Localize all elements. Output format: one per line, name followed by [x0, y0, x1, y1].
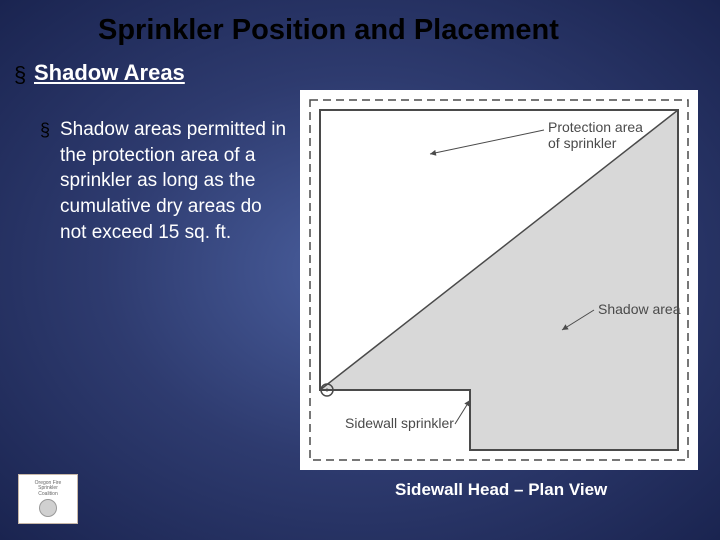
diagram-plan-view: Protection areaof sprinkler Shadow area Si… — [300, 90, 698, 470]
body-bullet-glyph: § — [40, 120, 50, 141]
logo-icon — [39, 499, 57, 517]
body-text: Shadow areas permitted in the protection… — [60, 117, 290, 245]
diagram-caption: Sidewall Head – Plan View — [395, 480, 607, 500]
slide-title: Sprinkler Position and Placement — [98, 14, 559, 47]
heading-text: Shadow Areas — [34, 60, 185, 86]
logo-badge: Oregon FireSprinklerCoalition — [18, 474, 78, 524]
svg-text:Protection area: Protection area — [548, 119, 643, 135]
heading-bullet-glyph: § — [14, 62, 26, 88]
diagram-svg: Protection areaof sprinkler Shadow area Si… — [300, 90, 698, 470]
logo-text: Oregon FireSprinklerCoalition — [35, 481, 62, 498]
svg-text:Shadow area: Shadow area — [598, 301, 681, 317]
svg-text:of sprinkler: of sprinkler — [548, 135, 617, 151]
svg-text:Sidewall sprinkler: Sidewall sprinkler — [345, 415, 454, 431]
